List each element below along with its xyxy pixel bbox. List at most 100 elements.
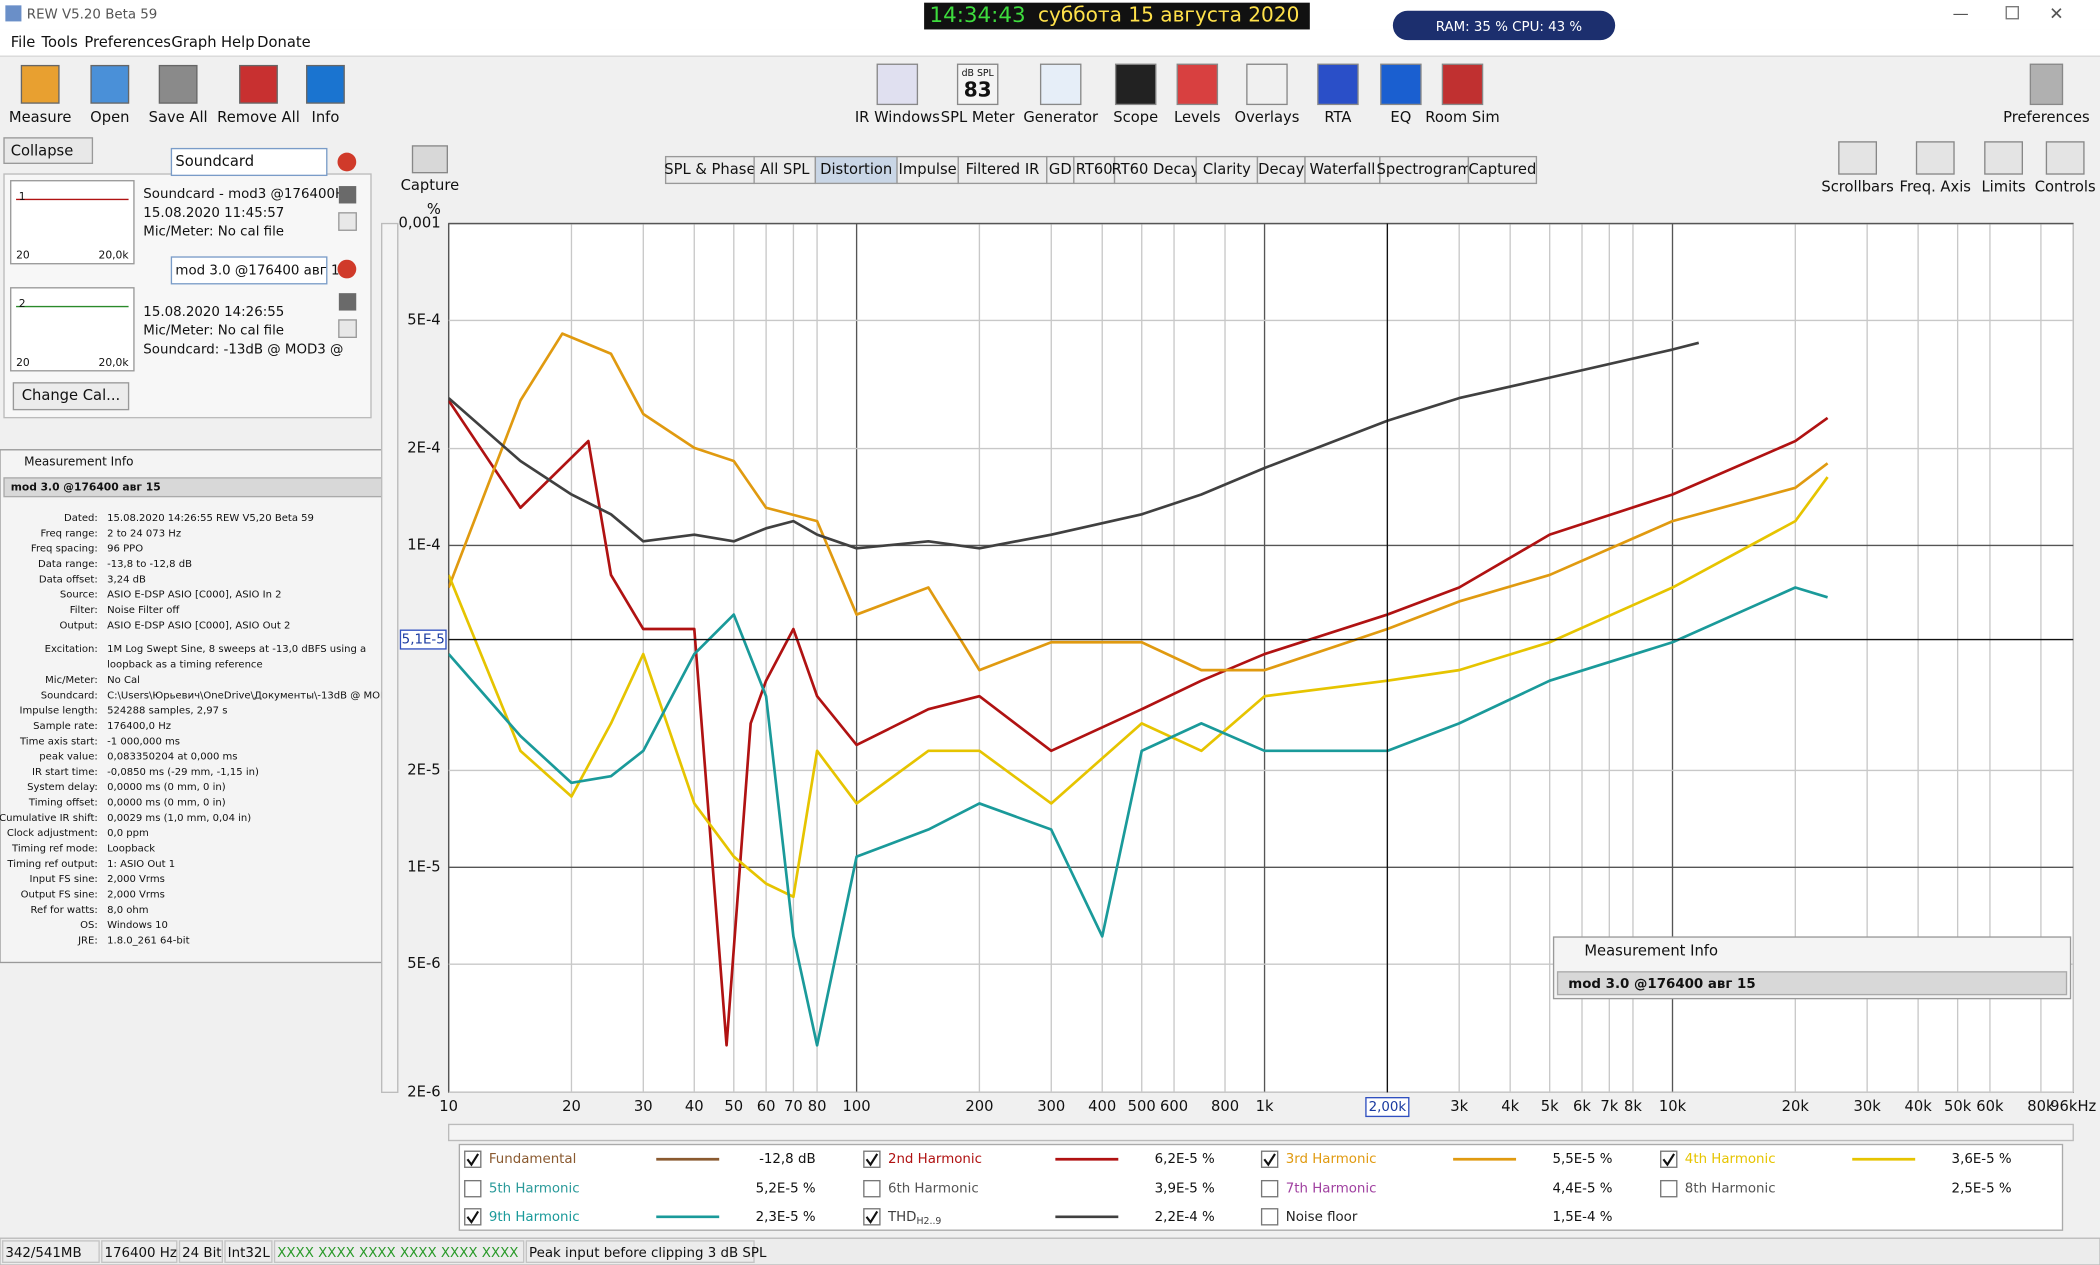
toolbar-label[interactable]: Generator xyxy=(1023,109,1099,126)
tab[interactable] xyxy=(664,155,755,185)
minimize[interactable]: — xyxy=(1953,4,1969,23)
menu-item[interactable]: Help xyxy=(221,34,255,51)
tab[interactable] xyxy=(1073,155,1116,185)
tab[interactable] xyxy=(1046,155,1075,185)
capture-icon[interactable] xyxy=(411,145,448,174)
graph-tool-icon[interactable] xyxy=(1984,141,2023,175)
measurement-thumb[interactable] xyxy=(10,180,135,265)
legend-name[interactable]: 5th Harmonic xyxy=(489,1182,580,1197)
toolbar-label[interactable]: Save All xyxy=(149,109,208,126)
tab[interactable] xyxy=(1379,155,1470,185)
remove-measurement[interactable] xyxy=(337,259,357,279)
tab-label[interactable]: Decay xyxy=(1258,161,1305,178)
tab[interactable] xyxy=(753,155,817,185)
tab-label[interactable]: Distortion xyxy=(820,161,892,178)
vertical-scrollbar[interactable] xyxy=(381,222,399,1093)
tab-label[interactable]: All SPL xyxy=(760,161,810,178)
legend-name[interactable]: Fundamental xyxy=(489,1152,577,1167)
graph-tool-icon[interactable] xyxy=(1915,141,1955,175)
horizontal-scrollbar[interactable] xyxy=(447,1123,2074,1142)
legend-checkbox[interactable] xyxy=(863,1208,881,1226)
toolbar-icon[interactable] xyxy=(956,63,999,106)
legend-checkbox[interactable] xyxy=(464,1179,482,1198)
collapse-button[interactable] xyxy=(3,137,94,164)
legend-checkbox[interactable] xyxy=(1260,1208,1279,1226)
toolbar-icon[interactable] xyxy=(2029,63,2064,106)
toolbar-label[interactable]: EQ xyxy=(1390,109,1411,126)
tab-label[interactable]: RT60 Decay xyxy=(1112,161,1200,178)
legend-checkbox[interactable] xyxy=(464,1150,482,1168)
toolbar-label[interactable]: Preferences xyxy=(2003,109,2090,126)
toolbar-label[interactable]: Levels xyxy=(1174,109,1221,126)
legend-checkbox[interactable] xyxy=(1260,1179,1279,1198)
collapse-label[interactable]: Collapse xyxy=(11,142,74,159)
tab[interactable] xyxy=(957,155,1048,185)
toolbar-label[interactable]: RTA xyxy=(1324,109,1351,126)
change-cal-label[interactable]: Change Cal... xyxy=(22,387,120,404)
toolbar-icon[interactable] xyxy=(90,64,130,104)
legend-checkbox[interactable] xyxy=(863,1150,881,1168)
toolbar-label[interactable]: SPL Meter xyxy=(941,109,1016,126)
toolbar-icon[interactable] xyxy=(306,64,345,104)
toolbar-label[interactable]: Open xyxy=(90,109,129,126)
graph-tool-label[interactable]: Freq. Axis xyxy=(1900,178,1971,195)
measurement-tool[interactable] xyxy=(338,186,357,204)
tab-label[interactable]: Impulse xyxy=(899,161,957,178)
tab[interactable] xyxy=(1467,155,1538,185)
legend-name[interactable]: 9th Harmonic xyxy=(489,1210,580,1225)
toolbar-icon[interactable] xyxy=(1441,63,1484,106)
tab[interactable] xyxy=(1256,155,1306,185)
graph-tool-icon[interactable] xyxy=(1838,141,1878,175)
legend-name[interactable]: 4th Harmonic xyxy=(1685,1152,1776,1167)
toolbar-icon[interactable] xyxy=(1039,63,1082,106)
toolbar-icon[interactable] xyxy=(239,64,278,104)
toolbar-icon[interactable] xyxy=(876,63,919,106)
legend-checkbox[interactable] xyxy=(1660,1179,1678,1198)
measurement-tool[interactable] xyxy=(338,293,357,311)
toolbar-icon[interactable] xyxy=(1176,63,1219,106)
toolbar-icon[interactable] xyxy=(1317,63,1359,106)
toolbar-icon[interactable] xyxy=(20,64,60,104)
clear-search[interactable] xyxy=(337,152,357,172)
toolbar-icon[interactable] xyxy=(1380,63,1422,106)
legend-checkbox[interactable] xyxy=(863,1179,881,1198)
tab-label[interactable]: Captured xyxy=(1468,161,1536,178)
graph-tool-label[interactable]: Limits xyxy=(1981,178,2025,195)
measurement-thumb[interactable] xyxy=(10,287,135,372)
legend-name[interactable]: 2nd Harmonic xyxy=(888,1152,982,1167)
menu-item[interactable]: File xyxy=(11,34,36,51)
menu-item[interactable]: Graph xyxy=(171,34,216,51)
legend-name[interactable]: 6th Harmonic xyxy=(888,1182,979,1197)
legend-name[interactable]: Noise floor xyxy=(1286,1210,1358,1225)
tab-label[interactable]: Spectrogram xyxy=(1377,161,1472,178)
toolbar-label[interactable]: Overlays xyxy=(1235,109,1300,126)
tab-label[interactable]: SPL & Phase xyxy=(664,161,755,178)
graph-tool-label[interactable]: Controls xyxy=(2035,178,2096,195)
graph-tool-label[interactable]: Scrollbars xyxy=(1821,178,1893,195)
menu-item[interactable]: Preferences xyxy=(84,34,171,51)
toolbar-icon[interactable] xyxy=(1246,63,1288,106)
toolbar-label[interactable]: Measure xyxy=(9,109,72,126)
toolbar-icon[interactable] xyxy=(1114,63,1157,106)
tab[interactable] xyxy=(896,155,959,185)
search-text[interactable]: Soundcard xyxy=(175,153,254,170)
measurement-tool[interactable] xyxy=(338,319,357,339)
menu-item[interactable]: Donate xyxy=(257,34,311,51)
menu-item[interactable]: Tools xyxy=(41,34,78,51)
change-cal-button[interactable] xyxy=(12,382,130,411)
tab-label[interactable]: GD xyxy=(1049,161,1072,178)
toolbar-icon[interactable] xyxy=(158,64,198,104)
toolbar-label[interactable]: Room Sim xyxy=(1425,109,1499,126)
legend-name[interactable]: 8th Harmonic xyxy=(1685,1182,1776,1197)
legend-checkbox[interactable] xyxy=(464,1208,482,1226)
toolbar-label[interactable]: Info xyxy=(312,109,340,126)
tab-label[interactable]: Waterfall xyxy=(1309,161,1375,178)
toolbar-label[interactable]: IR Windows xyxy=(855,109,940,126)
toolbar-label[interactable]: Remove All xyxy=(217,109,300,126)
tab-label[interactable]: Filtered IR xyxy=(966,161,1040,178)
legend-name[interactable]: 7th Harmonic xyxy=(1286,1182,1377,1197)
tab-label[interactable]: Clarity xyxy=(1203,161,1251,178)
maximize[interactable] xyxy=(2005,6,2019,20)
measurement-tool[interactable] xyxy=(338,212,357,231)
toolbar-label[interactable]: Scope xyxy=(1113,109,1158,126)
